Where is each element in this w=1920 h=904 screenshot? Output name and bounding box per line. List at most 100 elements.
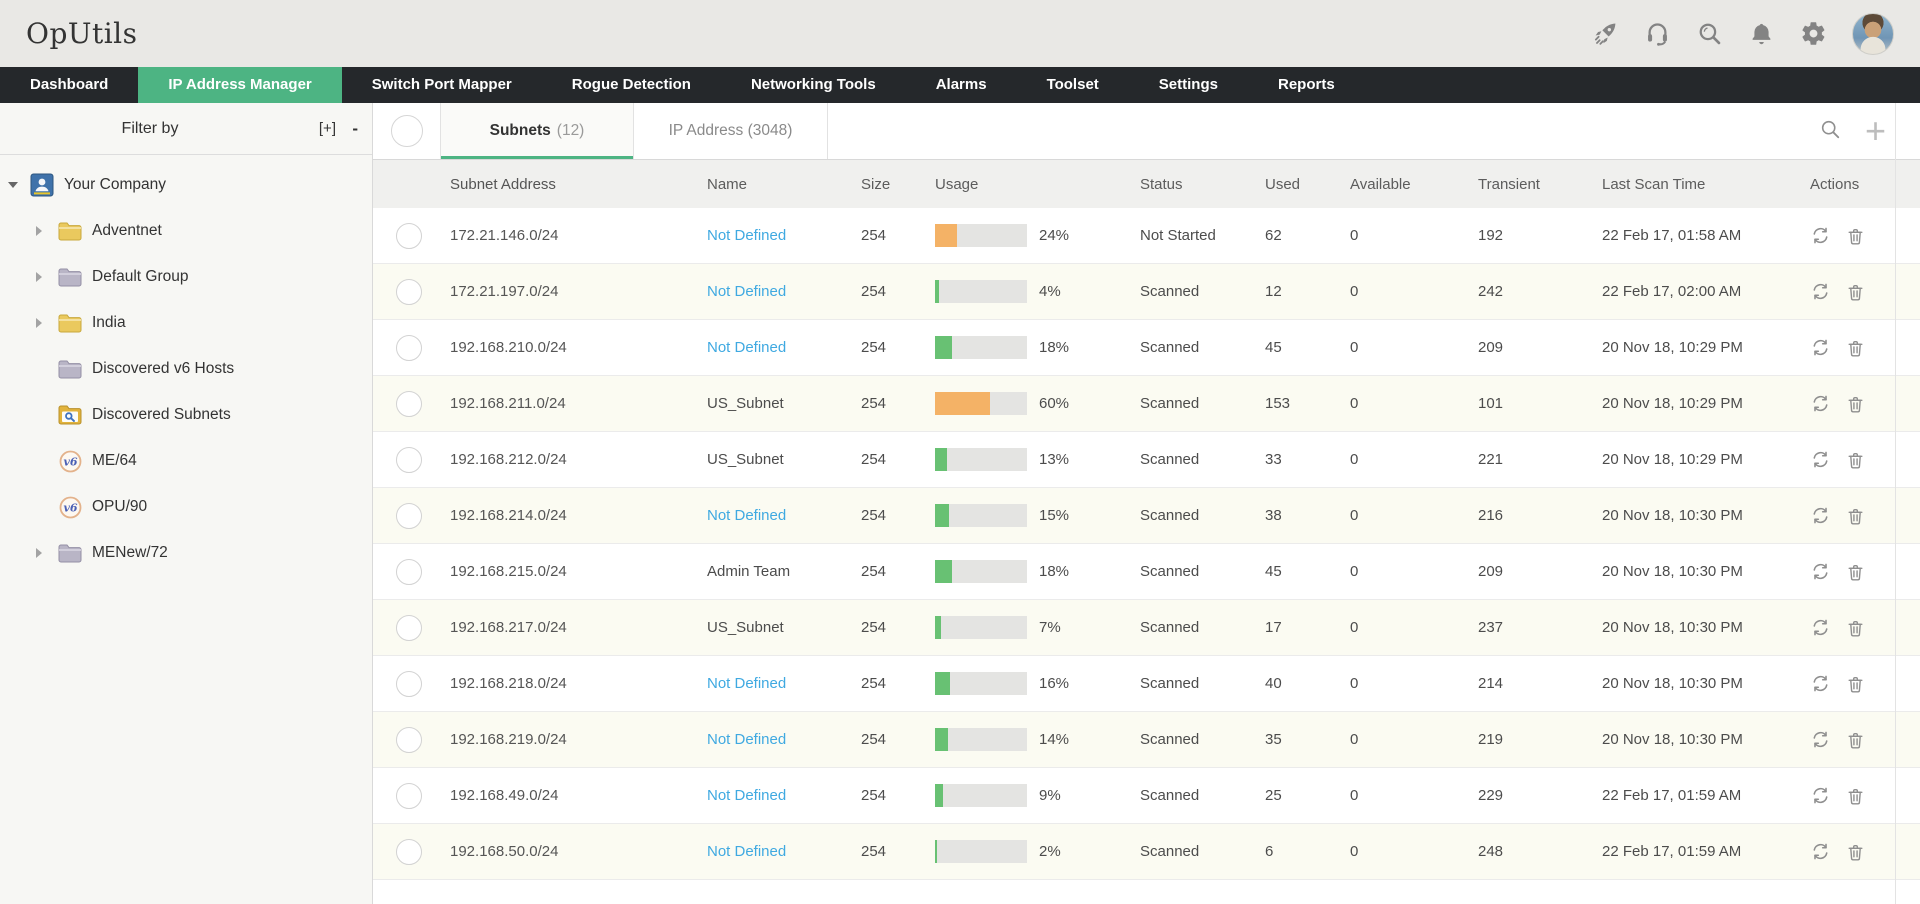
tree-item[interactable]: v6 Discovered v6 Hosts <box>0 346 372 392</box>
delete-icon[interactable] <box>1845 841 1866 862</box>
tree-item[interactable]: v6 Adventnet <box>0 208 372 254</box>
rescan-icon[interactable] <box>1810 337 1831 358</box>
nav-tab[interactable]: Alarms <box>906 67 1017 103</box>
tree-item[interactable]: v6 Discovered Subnets <box>0 392 372 438</box>
subnet-name-link[interactable]: Not Defined <box>707 787 787 804</box>
available-count: 0 <box>1350 843 1359 860</box>
chevron-icon[interactable] <box>8 182 26 188</box>
user-avatar[interactable] <box>1852 12 1894 55</box>
rescan-icon[interactable] <box>1810 841 1831 862</box>
select-all-radio[interactable] <box>390 115 423 147</box>
row-select-radio[interactable] <box>396 278 422 305</box>
row-select-radio[interactable] <box>396 390 422 417</box>
col-name[interactable]: Name <box>707 175 748 193</box>
row-select-radio[interactable] <box>396 838 422 865</box>
col-last-scan-time[interactable]: Last Scan Time <box>1602 175 1706 193</box>
rescan-icon[interactable] <box>1810 785 1831 806</box>
nav-tab[interactable]: Reports <box>1248 67 1365 103</box>
tree-item[interactable]: v6 MENew/72 <box>0 530 372 576</box>
row-select-radio[interactable] <box>396 558 422 585</box>
col-size[interactable]: Size <box>861 175 891 193</box>
chevron-icon[interactable] <box>36 318 54 328</box>
delete-icon[interactable] <box>1845 561 1866 582</box>
rescan-icon[interactable] <box>1810 393 1831 414</box>
nav-tab[interactable]: Settings <box>1129 67 1248 103</box>
rescan-icon[interactable] <box>1810 225 1831 246</box>
nav-tab-label: Rogue Detection <box>571 76 691 93</box>
row-select-radio[interactable] <box>396 446 422 473</box>
used-count: 45 <box>1265 563 1282 580</box>
col-usage[interactable]: Usage <box>935 175 979 193</box>
rescan-icon[interactable] <box>1810 673 1831 694</box>
subnet-name-link[interactable]: US_Subnet <box>707 619 784 636</box>
row-select-radio[interactable] <box>396 502 422 529</box>
chevron-icon[interactable] <box>36 272 54 282</box>
tree-item[interactable]: v6 Default Group <box>0 254 372 300</box>
notifications-bell-icon[interactable] <box>1748 20 1775 47</box>
support-headset-icon[interactable] <box>1644 20 1671 47</box>
subnet-name-link[interactable]: Not Defined <box>707 731 787 748</box>
add-subnet-button[interactable]: + <box>1864 110 1886 151</box>
delete-icon[interactable] <box>1845 673 1866 694</box>
subnet-name-link[interactable]: Not Defined <box>707 227 787 244</box>
chevron-icon[interactable] <box>36 548 54 558</box>
rescan-icon[interactable] <box>1810 449 1831 470</box>
tree-item[interactable]: v6 India <box>0 300 372 346</box>
subnet-name-link[interactable]: Not Defined <box>707 339 787 356</box>
delete-icon[interactable] <box>1845 505 1866 526</box>
nav-tab[interactable]: IP Address Manager <box>138 67 342 103</box>
usage-percent: 4% <box>1039 283 1061 300</box>
col-available[interactable]: Available <box>1350 175 1411 193</box>
col-used[interactable]: Used <box>1265 175 1301 193</box>
nav-tab[interactable]: Rogue Detection <box>542 67 721 103</box>
row-select-radio[interactable] <box>396 222 422 249</box>
rescan-icon[interactable] <box>1810 281 1831 302</box>
nav-tab[interactable]: Switch Port Mapper <box>342 67 542 103</box>
rocket-icon[interactable] <box>1592 20 1619 47</box>
row-select-radio[interactable] <box>396 782 422 809</box>
delete-icon[interactable] <box>1845 225 1866 246</box>
tree-item[interactable]: v6 ME/64 <box>0 438 372 484</box>
row-select-radio[interactable] <box>396 614 422 641</box>
expand-all-button[interactable]: [+] <box>318 120 336 137</box>
nav-tab[interactable]: Networking Tools <box>721 67 906 103</box>
subnet-name-link[interactable]: Not Defined <box>707 675 787 692</box>
tree-item[interactable]: v6 OPU/90 <box>0 484 372 530</box>
nav-tab[interactable]: Dashboard <box>0 67 138 103</box>
nav-tab-label: Networking Tools <box>750 76 876 93</box>
delete-icon[interactable] <box>1845 617 1866 638</box>
delete-icon[interactable] <box>1845 393 1866 414</box>
tab-subnets[interactable]: Subnets (12) <box>440 103 634 159</box>
row-select-radio[interactable] <box>396 670 422 697</box>
delete-icon[interactable] <box>1845 729 1866 750</box>
subnet-name-link[interactable]: Not Defined <box>707 507 787 524</box>
rescan-icon[interactable] <box>1810 561 1831 582</box>
subnet-name-link[interactable]: Not Defined <box>707 843 787 860</box>
chevron-icon[interactable] <box>36 226 54 236</box>
subnet-name-link[interactable]: US_Subnet <box>707 395 784 412</box>
delete-icon[interactable] <box>1845 449 1866 470</box>
rescan-icon[interactable] <box>1810 729 1831 750</box>
subnet-name-link[interactable]: US_Subnet <box>707 451 784 468</box>
row-select-radio[interactable] <box>396 334 422 361</box>
subnet-name-link[interactable]: Not Defined <box>707 283 787 300</box>
nav-tab[interactable]: Toolset <box>1017 67 1129 103</box>
delete-icon[interactable] <box>1845 785 1866 806</box>
subnet-name-link[interactable]: Admin Team <box>707 563 791 580</box>
tab-ip-address[interactable]: IP Address (3048) <box>634 103 828 159</box>
transient-count: 209 <box>1478 563 1504 580</box>
delete-icon[interactable] <box>1845 337 1866 358</box>
settings-gear-icon[interactable] <box>1800 20 1827 47</box>
col-transient[interactable]: Transient <box>1478 175 1540 193</box>
table-search-icon[interactable] <box>1819 118 1841 145</box>
tree-item[interactable]: v6 Your Company <box>0 162 372 208</box>
collapse-all-button[interactable]: - <box>352 119 358 138</box>
used-count: 33 <box>1265 451 1282 468</box>
rescan-icon[interactable] <box>1810 505 1831 526</box>
delete-icon[interactable] <box>1845 281 1866 302</box>
col-subnet-address[interactable]: Subnet Address <box>450 175 556 193</box>
row-select-radio[interactable] <box>396 726 422 753</box>
col-status[interactable]: Status <box>1140 175 1183 193</box>
search-icon[interactable] <box>1696 20 1723 47</box>
rescan-icon[interactable] <box>1810 617 1831 638</box>
